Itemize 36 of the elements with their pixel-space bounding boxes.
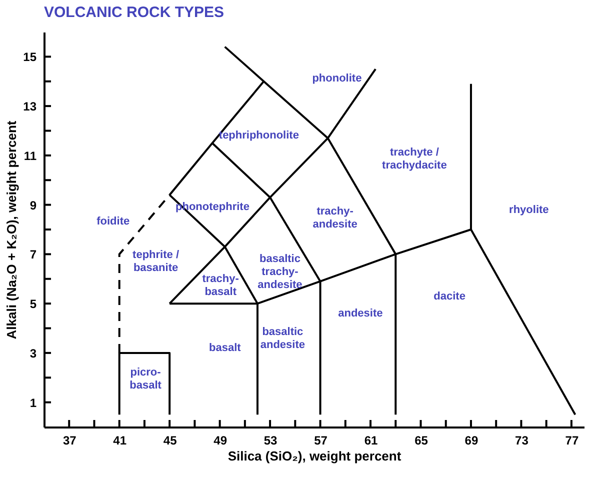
y-tick-label: 5 <box>30 297 37 312</box>
annotation: basaltic trachy- andesite <box>258 253 302 292</box>
annotation: trachy- andesite <box>312 206 358 231</box>
x-tick-label: 41 <box>113 434 127 448</box>
chart-title: VOLCANIC ROCK TYPES <box>44 4 224 21</box>
x-tick-label: 77 <box>565 434 579 448</box>
y-tick-label: 11 <box>24 148 37 163</box>
annotation: basalt <box>209 342 242 354</box>
annotation: picro- basalt <box>130 366 162 392</box>
x-tick-label: 61 <box>364 434 378 448</box>
annotation: rhyolite <box>509 204 549 216</box>
y-tick-label: 9 <box>30 198 37 212</box>
x-tick-label: 73 <box>515 434 529 448</box>
y-tick-label: 3 <box>30 346 37 360</box>
x-tick-label: 69 <box>464 434 478 448</box>
y-axis-title: Alkali (Na₂O + K₂O), weight percent <box>4 120 20 340</box>
x-tick-label: 53 <box>264 434 278 448</box>
x-tick-label: 57 <box>314 434 328 448</box>
y-tick-label: 15 <box>23 50 37 64</box>
x-tick-label: 49 <box>214 434 228 448</box>
annotation: andesite <box>338 307 383 320</box>
annotation: tephriphonolite <box>218 129 299 142</box>
y-tick-label: 13 <box>23 100 37 114</box>
annotation: phonolite <box>312 72 362 85</box>
y-tick-label: 1 <box>30 396 37 410</box>
annotation: dacite <box>434 290 466 303</box>
x-tick-label: 37 <box>62 434 77 448</box>
annotation: foidite <box>96 216 130 228</box>
annotation: basaltic andesite <box>260 326 305 352</box>
y-tick-label: 7 <box>30 248 37 262</box>
x-tick-label: 65 <box>414 434 428 448</box>
annotation: trachy- basalt <box>202 272 240 298</box>
annotation: tephrite / basanite <box>132 249 180 274</box>
annotation: trachyte / trachydacite <box>382 146 447 172</box>
x-axis-title: Silica (SiO₂), weight percent <box>228 448 402 464</box>
x-tick-label: 45 <box>163 434 178 448</box>
